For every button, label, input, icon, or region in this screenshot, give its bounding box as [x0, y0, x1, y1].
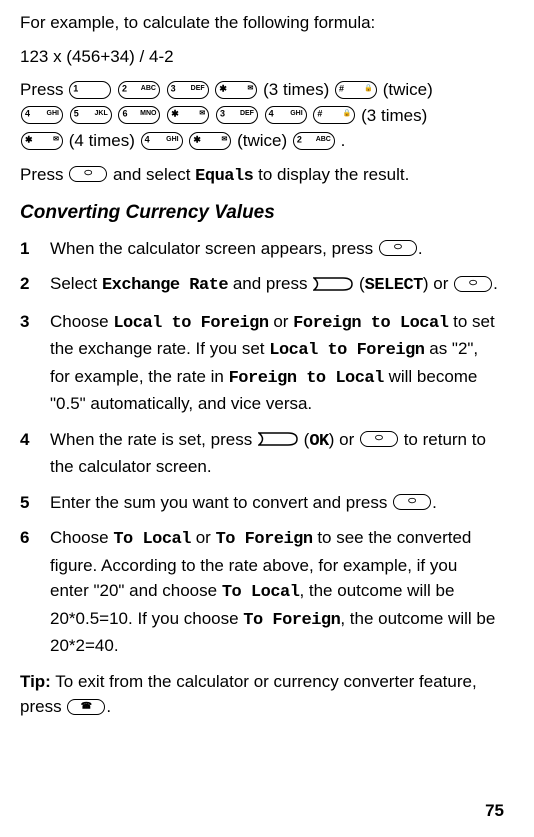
step-body: Enter the sum you want to convert and pr… — [50, 490, 504, 516]
to-foreign: To Foreign — [216, 530, 313, 549]
step-num: 2 — [20, 271, 50, 299]
tip-label: Tip: — [20, 672, 51, 691]
step-body: Select Exchange Rate and press (SELECT) … — [50, 271, 504, 299]
menu-key: ⬭ — [360, 431, 398, 447]
step-end: . — [418, 239, 423, 258]
step-body: Choose Local to Foreign or Foreign to Lo… — [50, 309, 504, 417]
menu-key: ⬭ — [379, 240, 417, 256]
tip-paragraph: Tip: To exit from the calculator or curr… — [20, 669, 504, 720]
key-hash: #🔒 — [313, 106, 355, 124]
step-4: 4 When the rate is set, press (OK) or ⬭ … — [20, 427, 504, 480]
step-2: 2 Select Exchange Rate and press (SELECT… — [20, 271, 504, 299]
step-5: 5 Enter the sum you want to convert and … — [20, 490, 504, 516]
to-local: To Local — [113, 530, 191, 549]
softkey-icon — [258, 432, 298, 446]
formula-text: 123 x (456+34) / 4-2 — [20, 44, 504, 70]
equals-mono: Equals — [195, 167, 253, 186]
t: Choose — [50, 312, 109, 331]
twice: (twice) — [383, 80, 433, 99]
t: or — [196, 528, 211, 547]
local-to-foreign: Local to Foreign — [269, 341, 424, 360]
period: . — [341, 131, 346, 150]
press-label: Press — [20, 165, 63, 184]
t: When the rate is set, press — [50, 430, 252, 449]
exchange-rate: Exchange Rate — [102, 276, 228, 295]
t: Choose — [50, 528, 109, 547]
key-4: 4GHI — [265, 106, 307, 124]
key-4: 4GHI — [21, 106, 63, 124]
step-num: 4 — [20, 427, 50, 480]
menu-key: ⬭ — [454, 276, 492, 292]
key-star: ✱✉ — [215, 81, 257, 99]
step-num: 3 — [20, 309, 50, 417]
key-3: 3DEF — [167, 81, 209, 99]
times-3: (3 times) — [263, 80, 329, 99]
intro-text: For example, to calculate the following … — [20, 10, 504, 36]
section-heading: Converting Currency Values — [20, 199, 504, 228]
step-body: When the rate is set, press (OK) or ⬭ to… — [50, 427, 504, 480]
key-2: 2ABC — [118, 81, 160, 99]
step-num: 1 — [20, 236, 50, 262]
step-1: 1 When the calculator screen appears, pr… — [20, 236, 504, 262]
key-4: 4GHI — [141, 132, 183, 150]
to-foreign: To Foreign — [243, 611, 340, 630]
key-6: 6MNO — [118, 106, 160, 124]
softkey-icon — [313, 277, 353, 291]
menu-key: ⬭ — [393, 494, 431, 510]
tip-end: . — [106, 697, 111, 716]
foreign-to-local: Foreign to Local — [293, 314, 448, 333]
times-4: (4 times) — [69, 131, 135, 150]
t: . — [432, 493, 437, 512]
step-6: 6 Choose To Local or To Foreign to see t… — [20, 525, 504, 659]
ok-label: OK — [309, 432, 328, 451]
key-star: ✱✉ — [189, 132, 231, 150]
key-star: ✱✉ — [21, 132, 63, 150]
press-equals-line: Press ⬭ and select Equals to display the… — [20, 162, 504, 190]
t: Enter the sum you want to convert and pr… — [50, 493, 387, 512]
t: Select — [50, 274, 97, 293]
step-body: Choose To Local or To Foreign to see the… — [50, 525, 504, 659]
step-text: When the calculator screen appears, pres… — [50, 239, 373, 258]
page-number: 75 — [485, 798, 504, 824]
local-to-foreign: Local to Foreign — [113, 314, 268, 333]
step-3: 3 Choose Local to Foreign or Foreign to … — [20, 309, 504, 417]
to-display: to display the result. — [258, 165, 409, 184]
menu-key: ⬭ — [69, 166, 107, 182]
press-label: Press — [20, 80, 63, 99]
t: ) or — [423, 274, 449, 293]
press-sequence-1: Press 1 2ABC 3DEF ✱✉ (3 times) #🔒 (twice… — [20, 77, 504, 154]
t: and press — [233, 274, 308, 293]
foreign-to-local: Foreign to Local — [229, 369, 384, 388]
step-body: When the calculator screen appears, pres… — [50, 236, 504, 262]
step-num: 5 — [20, 490, 50, 516]
key-2: 2ABC — [293, 132, 335, 150]
t: ) or — [329, 430, 355, 449]
twice2: (twice) — [237, 131, 287, 150]
t: . — [493, 274, 498, 293]
and-select: and select — [113, 165, 191, 184]
key-hash: #🔒 — [335, 81, 377, 99]
key-1: 1 — [69, 81, 111, 99]
key-star: ✱✉ — [167, 106, 209, 124]
step-num: 6 — [20, 525, 50, 659]
t: or — [273, 312, 288, 331]
key-3: 3DEF — [216, 106, 258, 124]
times-3b: (3 times) — [361, 106, 427, 125]
to-local: To Local — [222, 583, 300, 602]
select-label: SELECT — [365, 276, 423, 295]
key-5: 5JKL — [70, 106, 112, 124]
end-key: ☎ — [67, 699, 105, 715]
